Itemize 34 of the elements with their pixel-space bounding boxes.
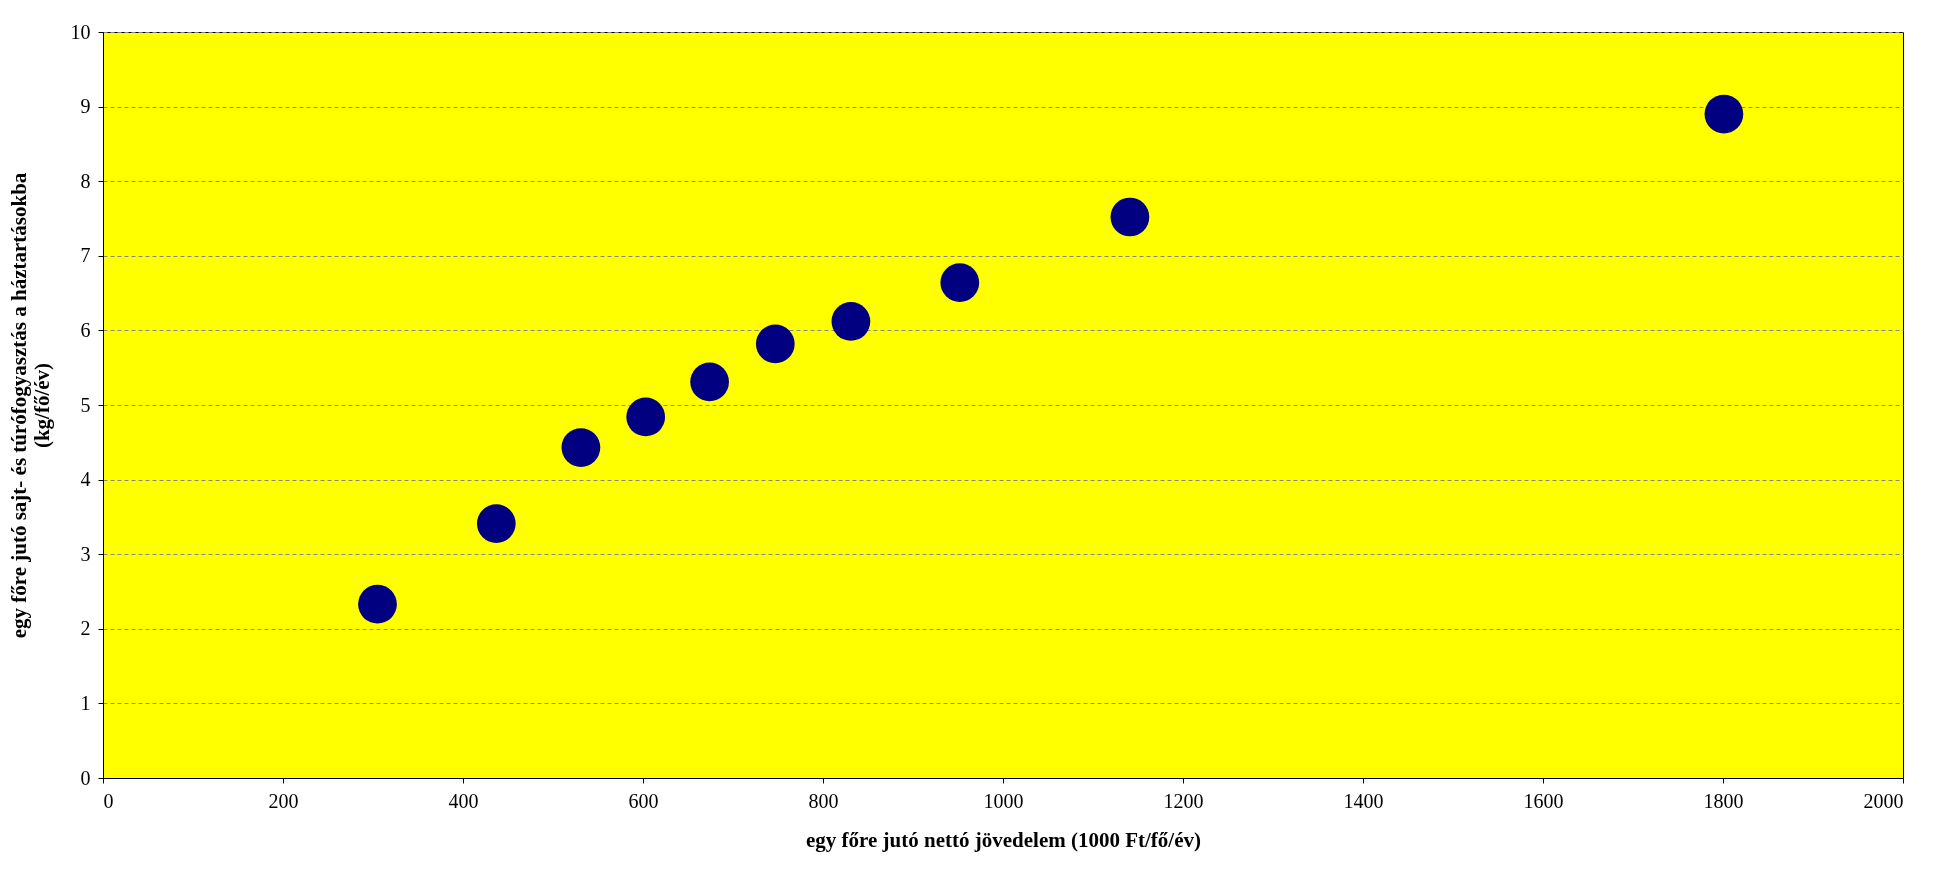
y-tick-label: 8 bbox=[80, 169, 91, 192]
point bbox=[1110, 197, 1150, 237]
y-tick-label: 7 bbox=[80, 244, 91, 267]
x-tick-label: 400 bbox=[448, 789, 479, 812]
point bbox=[476, 504, 516, 543]
x-tick-label: 800 bbox=[808, 789, 839, 812]
y-tick-label: 3 bbox=[80, 542, 91, 565]
point bbox=[626, 397, 666, 437]
y-axis-title: egy főre jutó sajt- és túrófogyasztás a háztartásokba (kg/fő/év) bbox=[6, 172, 54, 639]
x-tick-label: 0 bbox=[103, 789, 114, 812]
y-tick-label: 1 bbox=[80, 691, 91, 714]
x-tick-label: 1600 bbox=[1523, 789, 1564, 812]
y-tick-label: 2 bbox=[80, 617, 91, 640]
point bbox=[755, 324, 795, 364]
y-tick-label: 5 bbox=[80, 393, 91, 416]
x-tick-label: 1000 bbox=[983, 789, 1024, 812]
y-tick-label: 9 bbox=[80, 95, 91, 118]
x-tick-label: 1400 bbox=[1343, 789, 1384, 812]
y-tick-label: 0 bbox=[80, 766, 91, 789]
y-tick-label: 10 bbox=[70, 20, 91, 43]
x-tick-label: 2000 bbox=[1863, 789, 1904, 812]
point bbox=[940, 263, 980, 302]
point bbox=[831, 302, 871, 341]
y-tick-label: 6 bbox=[80, 318, 91, 341]
point bbox=[561, 428, 601, 467]
x-tick-label: 200 bbox=[268, 789, 299, 812]
x-axis-title: egy főre jutó nettó jövedelem (1000 Ft/fő/év) bbox=[806, 827, 1201, 852]
x-tick-label: 600 bbox=[628, 789, 659, 812]
x-tick-label: 1800 bbox=[1703, 789, 1744, 812]
point bbox=[358, 584, 397, 624]
point bbox=[690, 362, 729, 402]
y-tick-label: 4 bbox=[80, 468, 91, 491]
point bbox=[1704, 94, 1744, 134]
x-tick-label: 1200 bbox=[1163, 789, 1204, 812]
